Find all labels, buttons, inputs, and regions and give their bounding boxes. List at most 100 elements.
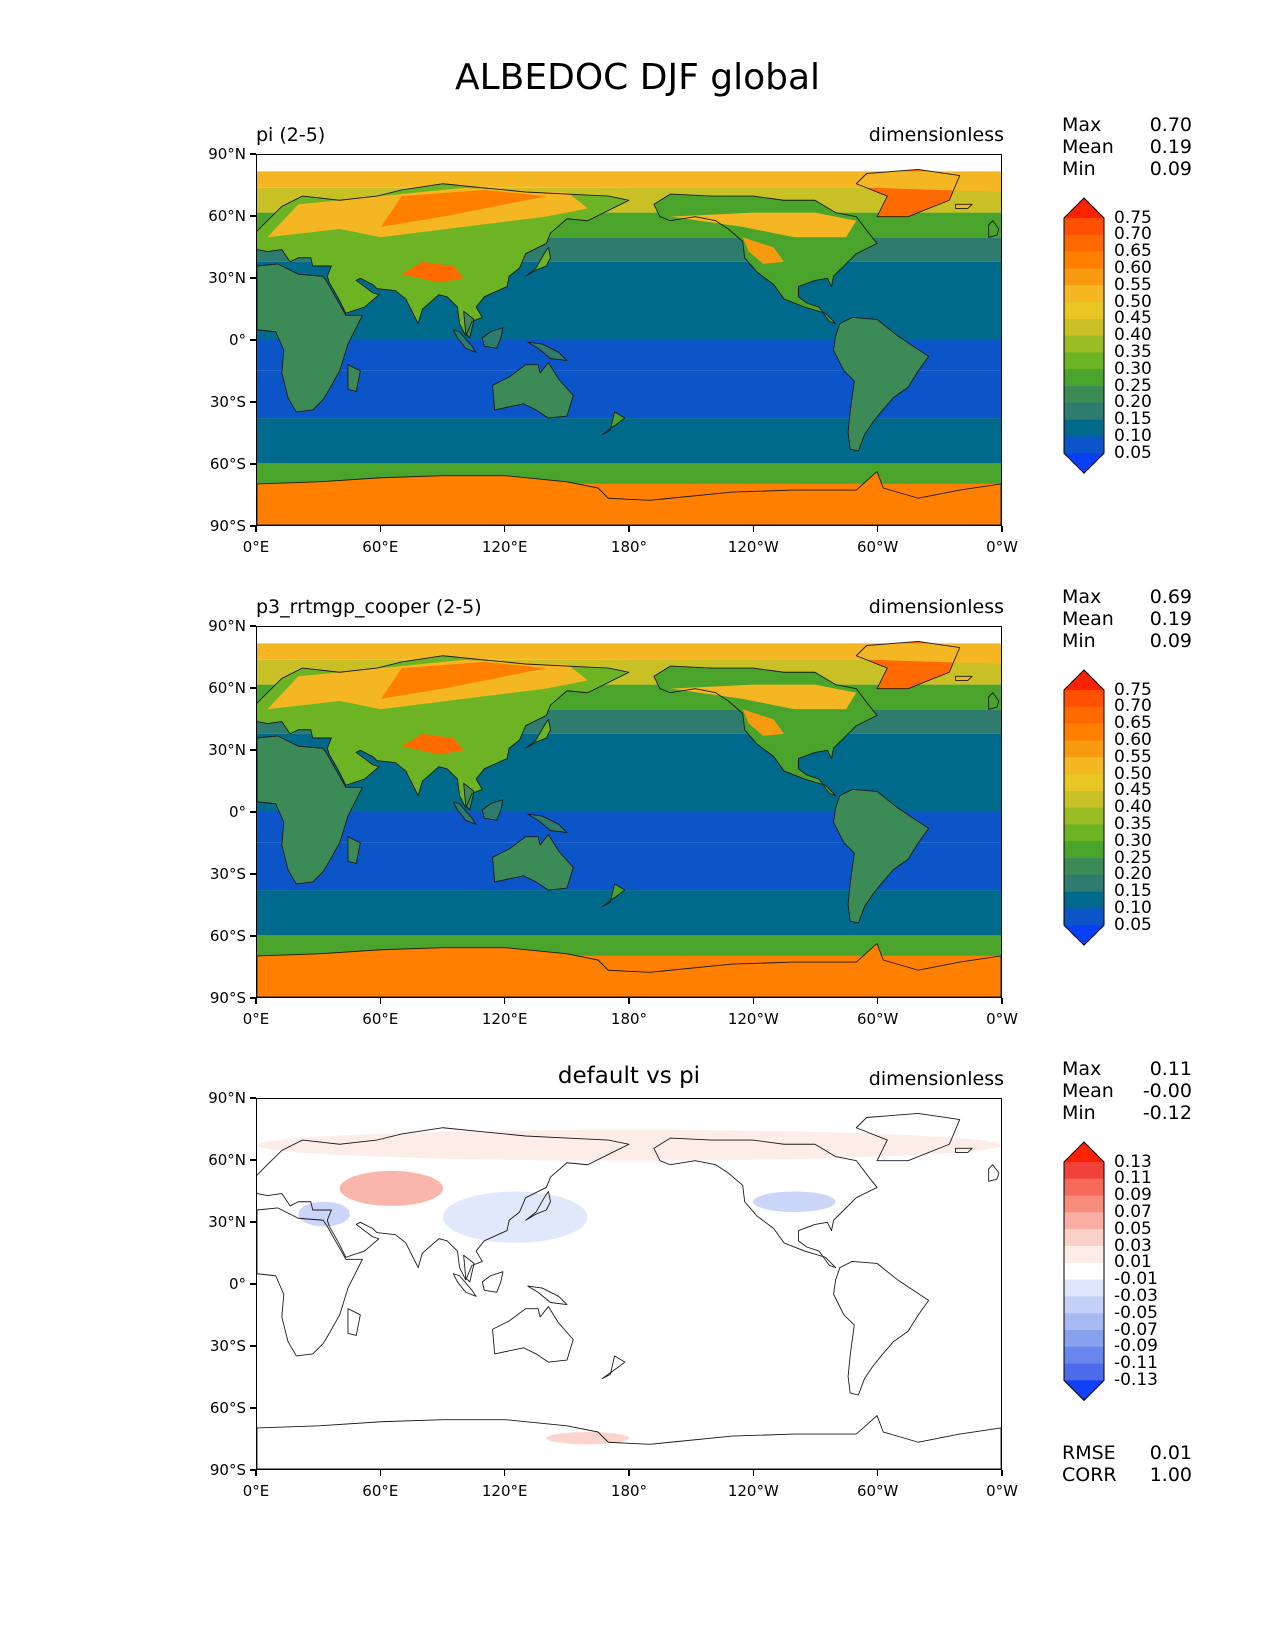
stats-value: 0.70 xyxy=(1149,114,1192,136)
coastline-sumatra xyxy=(452,1273,477,1297)
lon-tick-label: 120°W xyxy=(727,1482,779,1500)
panel-units: dimensionless xyxy=(868,1068,1004,1090)
coastlines xyxy=(257,1112,1001,1469)
lat-tick-label: 90°N xyxy=(208,145,246,163)
lon-tick-mark xyxy=(255,1470,257,1476)
coastline-borneo xyxy=(481,799,504,821)
colorbar-extend-max xyxy=(1064,1142,1104,1162)
colorbar-band xyxy=(1064,335,1104,353)
lat-tick-mark xyxy=(250,1221,256,1223)
lat-tick-label: 30°N xyxy=(208,741,246,759)
colorbar-band xyxy=(1064,740,1104,758)
lat-tick-mark xyxy=(250,1097,256,1099)
colorbar-tick-label: -0.13 xyxy=(1114,1369,1158,1390)
lon-tick-mark xyxy=(503,998,506,1004)
lon-tick-label: 0°W xyxy=(986,1482,1018,1500)
land-fill-japan xyxy=(525,719,551,749)
map-plot xyxy=(257,1099,1001,1469)
lon-axis: 0°E 60°E 120°E 180° 120°W 60°W 0°W xyxy=(243,1482,1018,1504)
stats-label: Max xyxy=(1062,114,1102,136)
lat-tick-mark xyxy=(250,749,256,751)
stats-value: 0.09 xyxy=(1149,630,1192,652)
lon-tick-mark xyxy=(876,1470,879,1476)
stats-value: 0.01 xyxy=(1149,1442,1192,1464)
land-fill-uk xyxy=(988,692,999,710)
panel-units: dimensionless xyxy=(868,596,1004,618)
coastline-greenland xyxy=(855,640,961,690)
lat-tick-mark xyxy=(250,997,256,999)
land-fill-australia xyxy=(492,834,574,891)
colorbar-extend-max xyxy=(1064,198,1104,218)
stats-row: Mean 0.19 xyxy=(1062,608,1192,630)
colorbar-band xyxy=(1064,251,1104,269)
lon-tick-label: 120°W xyxy=(727,538,779,556)
coastline-nz xyxy=(601,883,626,908)
lon-tick-mark xyxy=(503,1470,506,1476)
anomaly-3 xyxy=(753,1191,836,1212)
lat-tick-mark xyxy=(250,153,256,155)
lat-tick-label: 90°S xyxy=(209,989,246,1007)
lon-tick-label: 180° xyxy=(610,1482,648,1500)
albedo-patch-arctic-band xyxy=(257,171,1001,192)
colorbar-band xyxy=(1064,1212,1104,1230)
albedo-patch-arctic-band xyxy=(257,643,1001,664)
colorbar-tick-label: 0.65 xyxy=(1114,713,1152,734)
lat-tick-label: 0° xyxy=(228,331,246,349)
colorbar-band xyxy=(1064,352,1104,370)
lon-tick-label: 0°W xyxy=(986,1010,1018,1028)
no-data-polar-cap xyxy=(257,627,1001,644)
anomaly-1 xyxy=(298,1201,350,1227)
lon-tick-mark xyxy=(876,998,879,1004)
colorbar-tick-label: 0.05 xyxy=(1114,1218,1152,1239)
land-fill-nz xyxy=(602,883,625,907)
stats-value: -0.12 xyxy=(1142,1102,1192,1124)
lat-tick-mark xyxy=(250,625,256,627)
colorbar-band xyxy=(1064,706,1104,724)
lat-tick-label: 60°S xyxy=(209,455,246,473)
lon-tick-mark xyxy=(1001,998,1003,1004)
lon-axis: 0°E 60°E 120°E 180° 120°W 60°W 0°W xyxy=(243,538,1018,560)
colorbar-tick-label: 0.60 xyxy=(1114,729,1152,750)
lon-tick-label: 60°W xyxy=(856,538,899,556)
colorbar-band xyxy=(1064,285,1104,303)
stats-row: Mean 0.19 xyxy=(1062,136,1192,158)
coastline-japan xyxy=(525,719,551,749)
coastline-africa xyxy=(257,1207,363,1357)
lon-tick-mark xyxy=(628,526,630,532)
stats-row: Max 0.70 xyxy=(1062,114,1192,136)
no-data-polar-cap xyxy=(257,155,1001,172)
colorbar-band xyxy=(1064,807,1104,825)
field-layer xyxy=(257,627,1001,997)
albedo-patch-antarctic-cap xyxy=(257,488,1001,525)
coastline-namerica xyxy=(653,193,878,325)
panel-stats: Max 0.11 Mean -0.00 Min -0.12 xyxy=(1062,1058,1192,1124)
coastline-australia xyxy=(492,1306,574,1363)
colorbar-band xyxy=(1064,234,1104,252)
panel-stats: Max 0.69 Mean 0.19 Min 0.09 xyxy=(1062,586,1192,652)
lat-tick-label: 90°N xyxy=(208,1089,246,1107)
stats-value: -0.00 xyxy=(1142,1080,1192,1102)
stats-label: Mean xyxy=(1062,608,1114,630)
colorbar-band xyxy=(1064,723,1104,741)
colorbar-band xyxy=(1064,1346,1104,1364)
lat-axis: 90°N 60°N 30°N 0° 30°S 60°S 90°S xyxy=(176,1089,246,1479)
colorbar-tick-label: 0.40 xyxy=(1114,797,1152,818)
coastline-australia xyxy=(492,362,574,419)
land-fill-japan xyxy=(525,247,551,277)
lon-tick-mark xyxy=(876,526,879,532)
coastline-samerica xyxy=(833,788,930,924)
lon-axis: 0°E 60°E 120°E 180° 120°W 60°W 0°W xyxy=(243,1010,1018,1032)
coastline-madagascar xyxy=(347,1308,361,1336)
coastline-africa xyxy=(257,735,363,885)
colorbar-band xyxy=(1064,757,1104,775)
lat-tick-label: 30°S xyxy=(209,865,246,883)
stats-row: Min -0.12 xyxy=(1062,1102,1192,1124)
stats-label: CORR xyxy=(1062,1464,1117,1486)
colorbar-tick-label: 0.45 xyxy=(1114,308,1152,329)
coastline-japan xyxy=(525,247,551,277)
land-fill-borneo xyxy=(482,327,503,349)
lat-tick-mark xyxy=(250,277,256,279)
coastline-eurasia xyxy=(257,655,630,809)
panel-center-title: default vs pi xyxy=(557,1063,701,1089)
colorbar-tick-label: 0.45 xyxy=(1114,780,1152,801)
